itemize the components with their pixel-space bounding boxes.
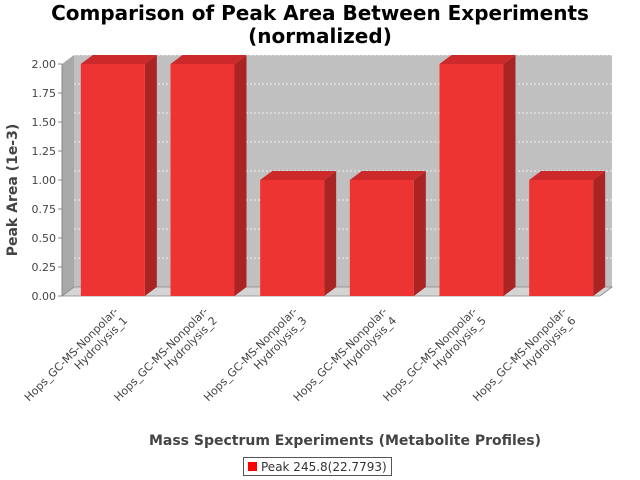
- bar-front: [529, 180, 594, 296]
- bar-top: [170, 55, 247, 64]
- y-tick-label: 0.00: [32, 290, 57, 303]
- legend-swatch: [248, 462, 257, 471]
- y-tick-label: 2.00: [32, 58, 57, 71]
- bar: [170, 55, 247, 296]
- bar-side: [593, 171, 606, 296]
- bar: [349, 171, 426, 296]
- plot-area: [60, 54, 614, 297]
- x-tick-label-line: Hops_GC-MS-Nonpolar-: [22, 305, 121, 404]
- y-tick-label: 1.50: [32, 116, 57, 129]
- bars: [80, 55, 606, 296]
- legend-label: Peak 245.8(22.7793): [261, 459, 387, 474]
- bar-side: [144, 55, 157, 296]
- bar-front: [170, 64, 235, 296]
- bar-front: [260, 180, 325, 296]
- bar: [260, 171, 337, 296]
- bar: [529, 171, 606, 296]
- chart-title-line-1: Comparison of Peak Area Between Experime…: [51, 1, 589, 25]
- y-tick-label: 0.75: [32, 203, 57, 216]
- bar-top: [439, 55, 516, 64]
- x-axis: Hops_GC-MS-Nonpolar-Hydrolysis_1Hops_GC-…: [22, 305, 579, 404]
- y-axis: 0.00 0.25 0.50 0.75 1.00 1.25 1.50 1.75 2.00: [32, 58, 63, 303]
- bar-top: [529, 171, 606, 180]
- y-axis-label: Peak Area (1e-3): [5, 124, 21, 257]
- bar: [439, 55, 516, 296]
- plot-left-wall: [62, 55, 74, 296]
- bar: [80, 55, 157, 296]
- chart-title-line-2: (normalized): [248, 24, 392, 48]
- bar-top: [80, 55, 157, 64]
- bar-top: [349, 171, 426, 180]
- x-axis-label: Mass Spectrum Experiments (Metabolite Pr…: [149, 433, 541, 449]
- legend: Peak 245.8(22.7793): [243, 457, 392, 476]
- bar-top: [260, 171, 337, 180]
- bar-front: [439, 64, 504, 296]
- bar-side: [413, 171, 426, 296]
- y-tick-label: 1.75: [32, 87, 57, 100]
- bar-side: [324, 171, 337, 296]
- y-tick-label: 0.25: [32, 261, 57, 274]
- chart-title: Comparison of Peak Area Between Experime…: [0, 2, 640, 48]
- y-tick-label: 1.25: [32, 145, 57, 158]
- bar-front: [80, 64, 145, 296]
- y-tick-label: 1.00: [32, 174, 57, 187]
- y-tick-label: 0.50: [32, 232, 57, 245]
- bar-side: [503, 55, 516, 296]
- bar-front: [349, 180, 414, 296]
- bar-side: [234, 55, 247, 296]
